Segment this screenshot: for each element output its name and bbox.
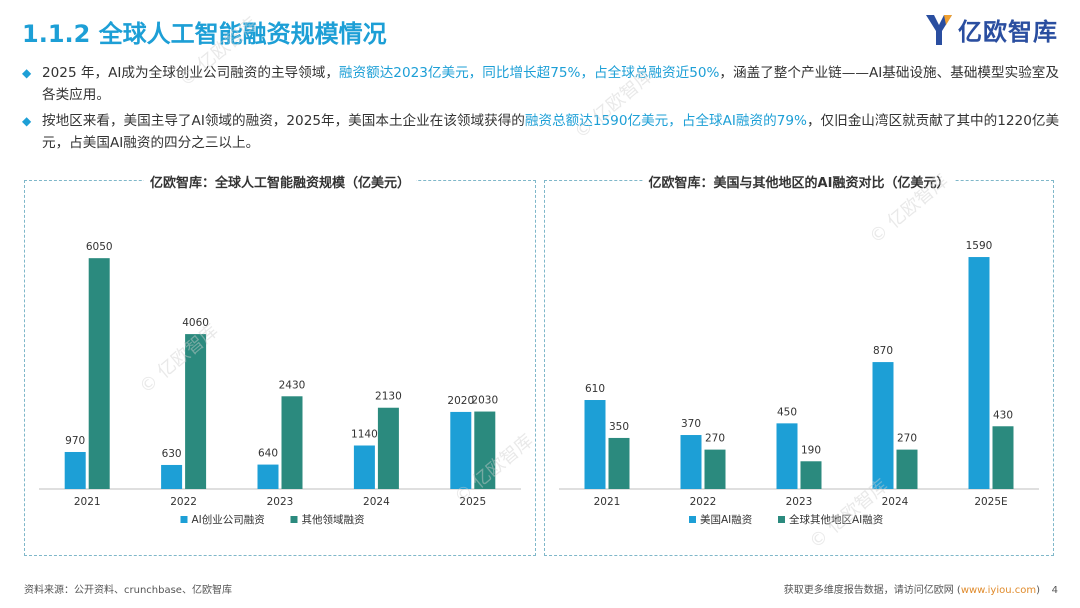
data-label: 630	[162, 448, 182, 460]
bar	[800, 461, 822, 489]
bullet-text-part: 按地区来看，美国主导了AI领域的融资，2025年，美国本土企业在该领域获得的	[42, 113, 525, 129]
logo: 亿欧智库	[924, 12, 1058, 47]
data-label: 1590	[966, 240, 993, 252]
footer-more: 获取更多维度报告数据，请访问亿欧网 (www.iyiou.com)	[784, 581, 1040, 596]
x-tick-label: 2025	[459, 496, 486, 508]
data-label: 370	[681, 418, 701, 430]
bar	[680, 435, 702, 489]
data-label: 270	[897, 433, 917, 445]
footer-more-text: 获取更多维度报告数据，请访问亿欧网 (	[783, 585, 961, 596]
x-tick-label: 2022	[690, 496, 717, 508]
bullet-text-part: 2025 年，AI成为全球创业公司融资的主导领域，	[42, 65, 339, 81]
bar	[257, 464, 279, 489]
x-tick-label: 2024	[882, 496, 909, 508]
bullet-text: 2025 年，AI成为全球创业公司融资的主导领域，融资额达2023亿美元，同比增…	[42, 62, 1062, 106]
bullet-highlight: 融资总额达1590亿美元，占全球AI融资的79%	[524, 113, 807, 129]
data-label: 2030	[471, 395, 498, 407]
bar	[450, 411, 472, 489]
bullet-text-part: ，仅旧金山湾区就贡献了其中的1220亿美元，占美国AI融资的四分之三以上。	[42, 113, 1060, 151]
data-label: 190	[801, 444, 821, 456]
legend-swatch	[290, 516, 298, 523]
x-tick-label: 2023	[786, 496, 813, 508]
footer-source: 资料来源：公开资料、crunchbase、亿欧智库	[24, 585, 232, 596]
bar	[704, 449, 726, 489]
chart-title: 亿欧智库：全球人工智能融资规模（亿美元）	[25, 172, 535, 191]
bar	[64, 451, 86, 489]
bullet-highlight: 融资额达2023亿美元，同比增长超75%，占全球总融资近50%	[338, 65, 720, 81]
x-tick-label: 2025E	[974, 496, 1007, 508]
data-label: 610	[585, 383, 605, 395]
x-tick-label: 2021	[594, 496, 621, 508]
bar	[161, 464, 183, 489]
diamond-bullet-icon: ◆	[22, 114, 32, 128]
chart-panel-global-funding: 亿欧智库：全球人工智能融资规模（亿美元） 970 6050 2021 630 4060 2…	[24, 176, 536, 556]
bullet-item: ◆ 按地区来看，美国主导了AI领域的融资，2025年，美国本土企业在该领域获得的…	[22, 110, 1062, 154]
bar	[377, 407, 399, 489]
bullet-item: ◆ 2025 年，AI成为全球创业公司融资的主导领域，融资额达2023亿美元，同…	[22, 62, 1062, 106]
bar	[992, 426, 1014, 489]
data-label: 2430	[279, 379, 306, 391]
legend-label: AI创业公司融资	[192, 513, 265, 526]
data-label: 970	[65, 435, 85, 447]
bar	[968, 257, 990, 489]
bar-chart-global-funding: 970 6050 2021 630 4060 2022 640 2430 2023 1140 213…	[39, 241, 521, 526]
data-label: 6050	[86, 241, 113, 253]
bar	[872, 362, 894, 489]
data-label: 640	[258, 448, 278, 460]
bar	[608, 437, 630, 489]
data-label: 1140	[351, 429, 378, 441]
logo-mark-icon	[926, 14, 952, 45]
data-label: 870	[873, 345, 893, 357]
legend-swatch	[778, 516, 785, 523]
legend-swatch	[180, 516, 188, 523]
bullet-text: 按地区来看，美国主导了AI领域的融资，2025年，美国本土企业在该领域获得的融资…	[42, 110, 1062, 154]
data-label: 450	[777, 406, 797, 418]
page-title: 1.1.2 全球人工智能融资规模情况	[22, 20, 387, 48]
bar	[776, 423, 798, 489]
page-number: 4	[1051, 585, 1058, 596]
x-tick-label: 2022	[170, 496, 197, 508]
data-label: 430	[993, 409, 1013, 421]
logo-text: 亿欧智库	[958, 18, 1058, 46]
bullet-list: ◆ 2025 年，AI成为全球创业公司融资的主导领域，融资额达2023亿美元，同…	[22, 62, 1062, 158]
data-label: 4060	[182, 317, 209, 329]
bar	[474, 411, 496, 489]
data-label: 2130	[375, 391, 402, 403]
legend-label: 美国AI融资	[700, 513, 752, 526]
legend-swatch	[689, 516, 696, 523]
diamond-bullet-icon: ◆	[22, 66, 32, 80]
data-label: 350	[609, 421, 629, 433]
bullet-text-part: ，涵盖了整个产业链——AI基础设施、基础模型实验室及各类应用。	[42, 65, 1059, 103]
bar-chart-us-vs-others: 610 350 2021 370 270 2022 450 190 2023 870 270 2024…	[559, 240, 1039, 526]
legend-label: 其他领域融资	[302, 513, 365, 526]
chart-title: 亿欧智库：美国与其他地区的AI融资对比（亿美元）	[545, 172, 1053, 191]
bar	[584, 400, 606, 489]
bar	[281, 396, 303, 489]
footer-link[interactable]: www.iyiou.com	[960, 585, 1037, 596]
x-tick-label: 2021	[74, 496, 101, 508]
data-label: 270	[705, 433, 725, 445]
x-tick-label: 2024	[363, 496, 390, 508]
bar	[353, 445, 375, 489]
bar	[896, 449, 918, 489]
legend-label: 全球其他地区AI融资	[789, 513, 883, 526]
bar	[88, 258, 110, 489]
x-tick-label: 2023	[267, 496, 294, 508]
footer-more-text: )	[1036, 585, 1040, 596]
chart-panel-us-vs-others: 亿欧智库：美国与其他地区的AI融资对比（亿美元） 610 350 2021 370 27…	[544, 176, 1054, 556]
bar	[185, 334, 207, 489]
data-label: 2020	[447, 395, 474, 407]
